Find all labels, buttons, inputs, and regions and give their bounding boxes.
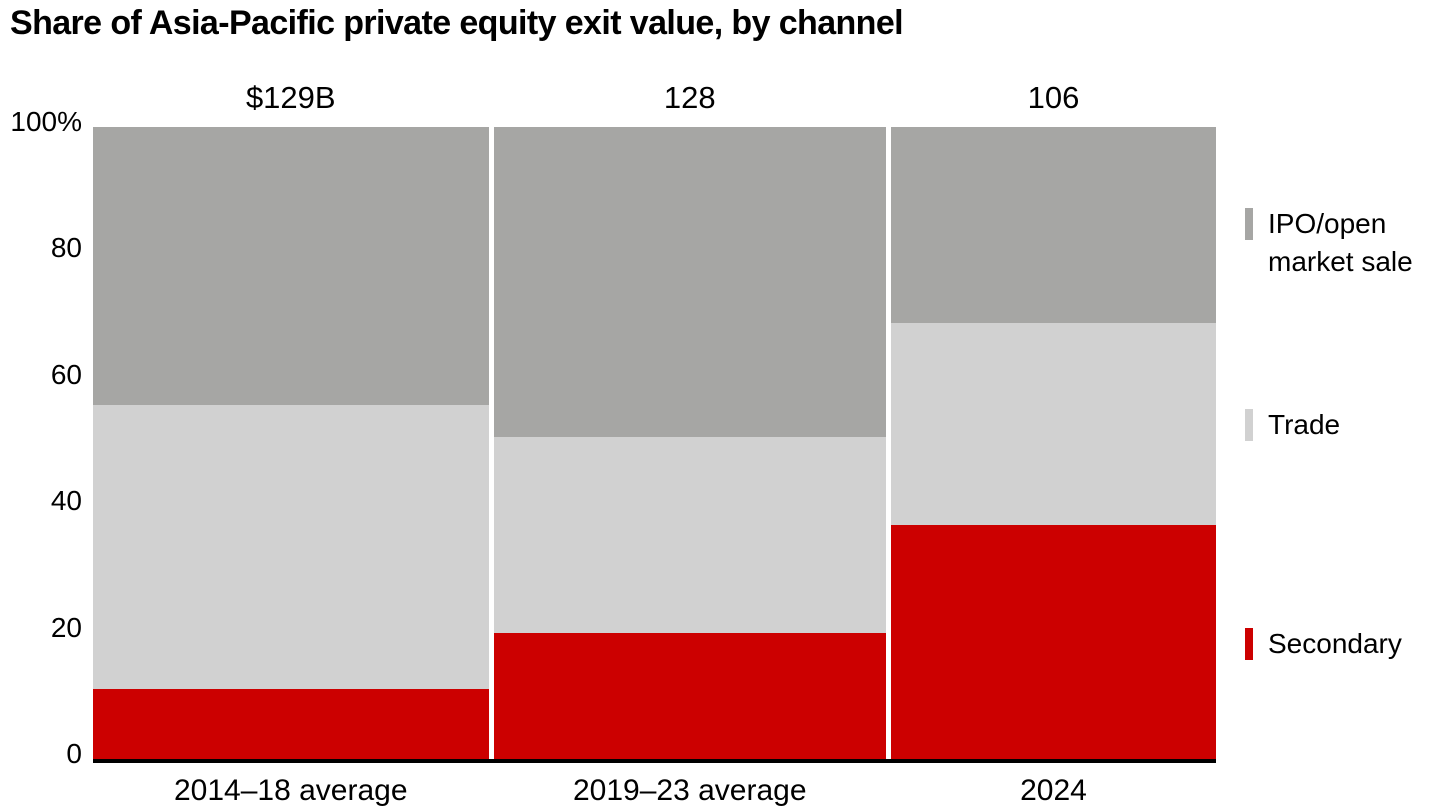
bar-segment-secondary [493, 632, 886, 759]
bar-stack [93, 127, 489, 759]
y-axis-tick: 80 [50, 232, 82, 264]
bar-segment-trade [93, 405, 489, 690]
bar-column-2019-23-average: 128 2019–23 average [493, 81, 886, 807]
secondary-legend-swatch-icon [1245, 628, 1253, 660]
bar-total-label: $129B [245, 80, 336, 115]
x-axis-label: 2014–18 average [173, 774, 408, 807]
x-axis-line [93, 759, 1216, 763]
legend-entry-secondary: Secondary [1245, 625, 1440, 663]
bar-column-2014-18-average: $129B 2014–18 average [93, 81, 489, 807]
legend-label-secondary: Secondary [1268, 628, 1402, 659]
y-axis-tick: 0 [66, 738, 82, 769]
legend-label-trade: Trade [1268, 409, 1341, 440]
bar-segment-secondary [93, 689, 489, 759]
y-axis-tick: 100% [10, 106, 82, 137]
bar-segment-trade [493, 436, 886, 633]
bar-stack [493, 127, 886, 759]
legend-entry-trade: Trade [1245, 406, 1440, 444]
legend-label-ipo: IPO/open market sale [1268, 208, 1413, 277]
ipo-legend-swatch-icon [1245, 208, 1253, 240]
chart-title: Share of Asia-Pacific private equity exi… [10, 4, 904, 42]
y-axis-tick: 60 [50, 358, 82, 390]
bar-total-label: 128 [663, 80, 716, 115]
bar-segment-ipo-open-market-sale [493, 127, 886, 437]
legend-entry-ipo: IPO/open market sale [1245, 205, 1440, 281]
trade-legend-swatch-icon [1245, 409, 1253, 441]
plot-area: $129B 2014–18 average 128 2019–23 average 10… [93, 81, 1217, 807]
bar-segment-secondary [891, 525, 1217, 759]
bar-column-2024: 106 2024 [891, 81, 1217, 807]
x-axis-label: 2019–23 average [572, 774, 807, 807]
bar-segment-trade [891, 322, 1217, 526]
bar-stack [891, 127, 1217, 759]
y-axis-tick: 40 [50, 485, 82, 517]
y-axis-tick: 20 [50, 611, 82, 643]
bar-segment-ipo-open-market-sale [93, 127, 489, 406]
bar-segment-ipo-open-market-sale [891, 127, 1217, 323]
bar-total-label: 106 [1027, 80, 1080, 115]
x-axis-label: 2024 [1020, 774, 1087, 807]
